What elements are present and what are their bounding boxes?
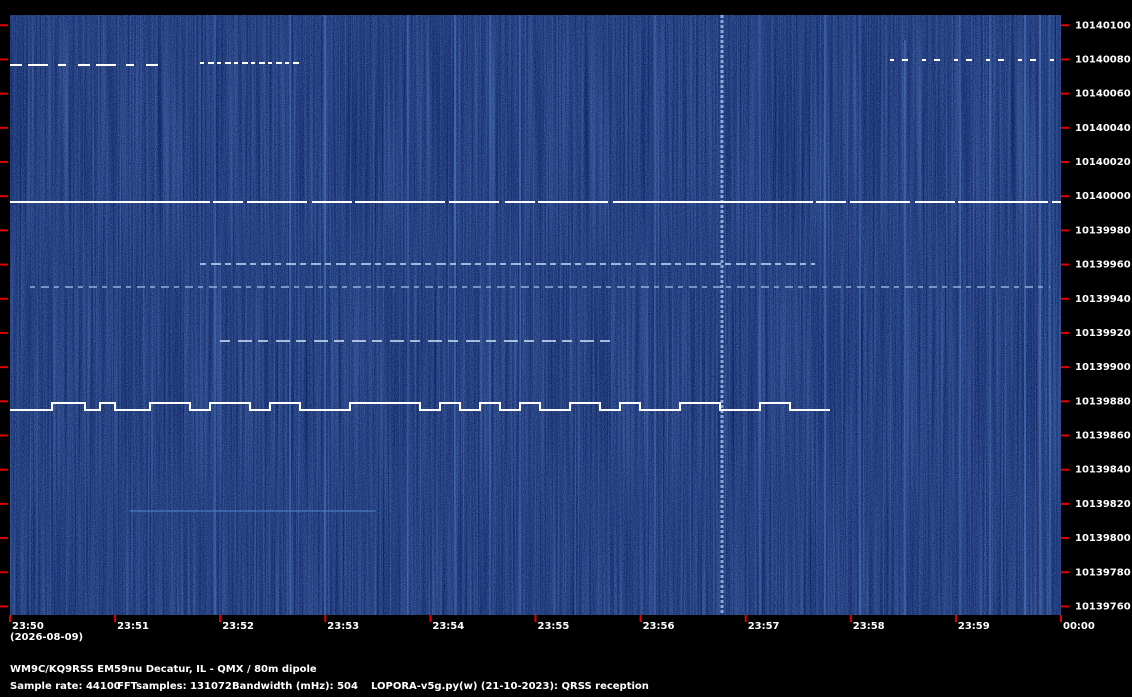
software: LOPORA-v5g.py(w) (21-10-2023): QRSS rece…: [371, 681, 649, 692]
x-tick-label: 23:51: [117, 621, 149, 632]
y-tick-label: 10139820: [1075, 499, 1131, 510]
axes: 10140100 10140080 10140060 10140040 10140020…: [0, 20, 1131, 632]
y-tick-label: 10140060: [1075, 89, 1131, 100]
y-tick-label: 10140020: [1075, 157, 1131, 168]
x-tick-label: 23:54: [432, 621, 464, 632]
station-info: WM9C/KQ9RSS EM59nu Decatur, IL - QMX / 8…: [10, 664, 317, 675]
y-tick-label: 10139940: [1075, 294, 1131, 305]
y-tick-label: 10139880: [1075, 396, 1131, 407]
y-tick-label: 10140080: [1075, 54, 1131, 65]
fft-samples: FFTsamples: 131072: [117, 681, 232, 692]
x-tick-label: 00:00: [1063, 621, 1095, 632]
x-tick-label: 23:57: [748, 621, 780, 632]
x-tick-label: 23:58: [853, 621, 885, 632]
x-tick-label: 23:53: [327, 621, 359, 632]
y-tick-label: 10139780: [1075, 567, 1131, 578]
y-tick-label: 10140100: [1075, 20, 1131, 31]
y-tick-label: 10139800: [1075, 533, 1131, 544]
y-tick-label: 10139860: [1075, 431, 1131, 442]
vertical-streaks: [214, 15, 1051, 615]
y-tick-label: 10140040: [1075, 123, 1131, 134]
y-tick-label: 10139760: [1075, 601, 1131, 612]
y-tick-label: 10139960: [1075, 260, 1131, 271]
y-tick-label: 10139920: [1075, 328, 1131, 339]
y-tick-label: 10139900: [1075, 362, 1131, 373]
plot-area: [10, 15, 1061, 615]
bandwidth: Bandwidth (mHz): 504: [232, 681, 358, 692]
x-tick-label: 23:55: [538, 621, 570, 632]
plot-noise: [10, 15, 1061, 615]
date-label: (2026-08-09): [10, 632, 83, 643]
signal-traces: [10, 59, 1061, 512]
y-tick-label: 10140000: [1075, 191, 1131, 202]
sample-rate: Sample rate: 44100: [10, 681, 121, 692]
x-tick-label: 23:52: [222, 621, 254, 632]
y-tick-label: 10139840: [1075, 465, 1131, 476]
x-tick-label: 23:59: [958, 621, 990, 632]
x-tick-label: 23:50: [12, 621, 44, 632]
y-tick-label: 10139980: [1075, 225, 1131, 236]
x-tick-label: 23:56: [643, 621, 675, 632]
